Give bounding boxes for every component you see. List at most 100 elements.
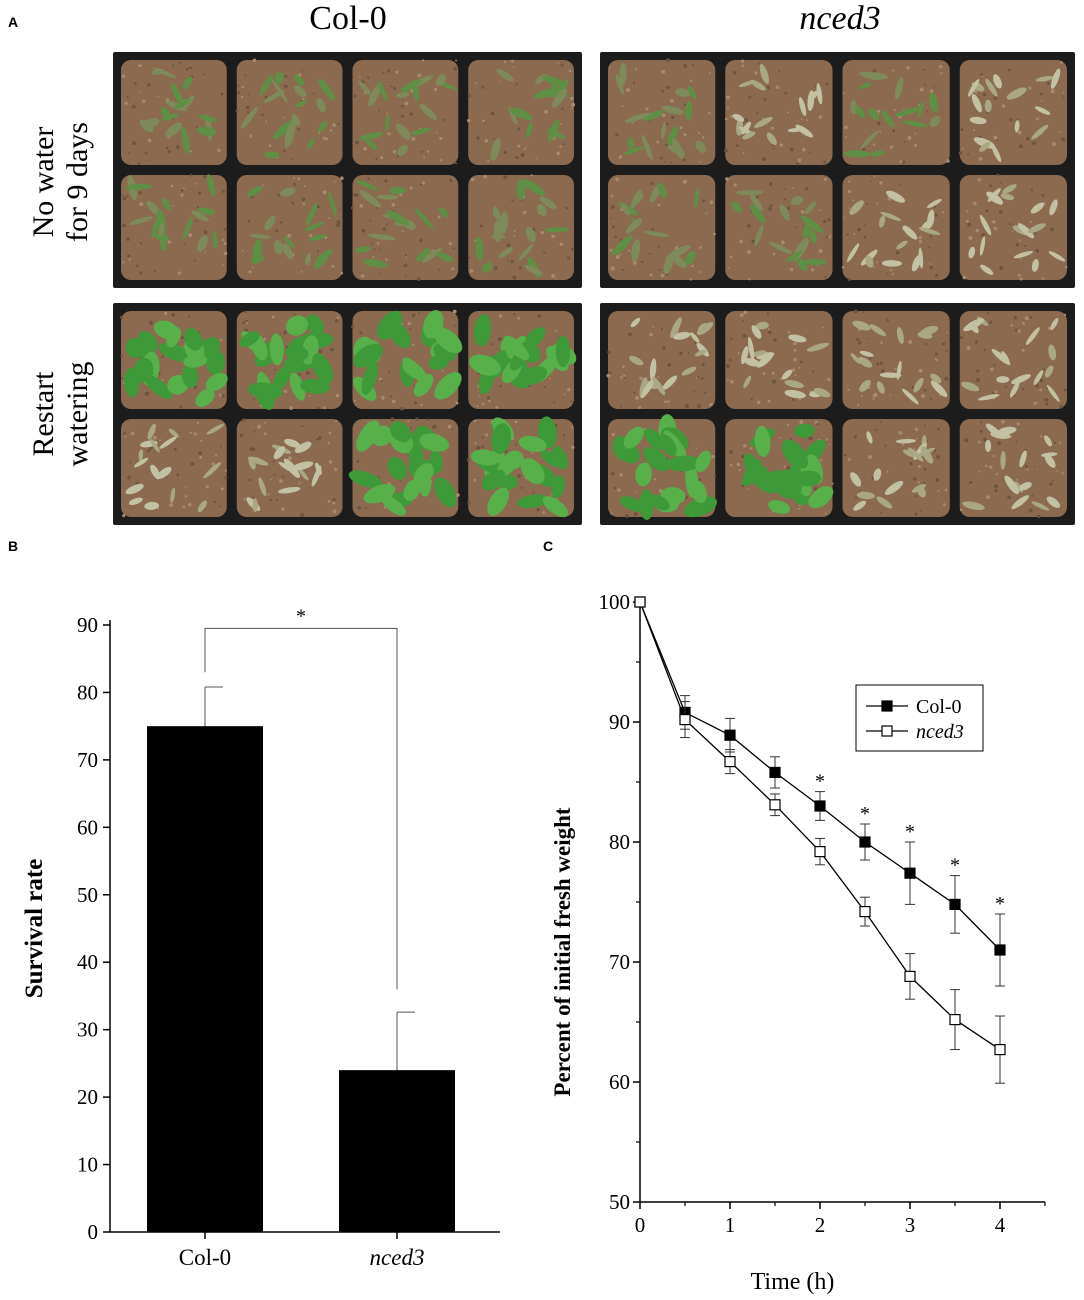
soil-grain: [351, 325, 355, 329]
leaf: [387, 457, 407, 480]
tray-cell: [121, 60, 227, 165]
leaf: [794, 423, 815, 438]
soil-grain: [766, 312, 770, 315]
leaf: [413, 463, 434, 486]
soil-grain: [823, 177, 827, 181]
leaf: [353, 343, 383, 368]
soil-grain: [1050, 89, 1055, 94]
leaf: [868, 108, 880, 121]
leaf: [911, 254, 922, 272]
leaf: [182, 76, 193, 90]
bar-Col-0: [147, 726, 263, 1232]
soil-grain: [402, 230, 405, 233]
leaf: [694, 188, 699, 208]
soil-grain: [171, 204, 174, 207]
leaf: [158, 222, 165, 237]
leaf: [911, 483, 926, 493]
soil-grain: [623, 376, 626, 379]
leaf: [252, 498, 258, 513]
leaf: [667, 126, 679, 146]
soil-grain: [566, 256, 571, 260]
soil-grain: [615, 133, 619, 137]
soil-grain: [995, 472, 999, 476]
leaf: [421, 247, 442, 263]
soil-grain: [336, 223, 340, 228]
leaf: [521, 179, 546, 196]
point-Col-0: [904, 867, 916, 879]
soil-grain: [657, 203, 661, 207]
soil-grain: [267, 493, 271, 496]
soil-grain: [260, 113, 264, 117]
x-tick-label: 1: [725, 1213, 736, 1237]
soil-grain: [353, 94, 357, 98]
tray-cell: [352, 59, 459, 165]
x-tick-label: 3: [905, 1213, 916, 1237]
soil-grain: [454, 162, 457, 165]
leaf: [317, 120, 328, 133]
soil-grain: [128, 258, 132, 261]
soil-grain: [1044, 397, 1049, 402]
soil-grain: [170, 184, 174, 188]
soil-grain: [750, 397, 753, 401]
soil-grain: [929, 89, 934, 93]
soil-grain: [265, 120, 267, 123]
y-tick-label: 80: [609, 830, 630, 854]
soil-grain: [275, 499, 278, 502]
soil-grain: [391, 399, 396, 404]
soil-grain: [181, 189, 184, 192]
leaf: [396, 123, 411, 140]
soil-grain: [385, 223, 388, 226]
leaf: [293, 74, 305, 86]
soil-grain: [506, 243, 511, 247]
soil-grain: [619, 473, 623, 477]
soil-grain: [709, 72, 712, 75]
leaf: [1002, 184, 1017, 194]
soil-grain: [994, 488, 998, 493]
soil-grain: [917, 464, 922, 468]
soil-grain: [282, 149, 286, 153]
soil-grain: [664, 161, 667, 164]
column-label-col0: Col-0: [309, 0, 387, 37]
soil-grain: [571, 107, 573, 110]
soil-grain: [421, 181, 425, 185]
soil-grain: [241, 85, 245, 89]
leaf: [1006, 87, 1027, 100]
soil-grain: [551, 273, 555, 278]
leaf: [896, 240, 908, 250]
leaf: [247, 456, 269, 466]
soil-grain: [620, 375, 623, 379]
soil-grain: [980, 430, 983, 433]
soil-grain: [493, 138, 496, 141]
soil-grain: [704, 391, 707, 395]
leaf: [754, 116, 773, 128]
soil-grain: [237, 84, 240, 87]
soil-grain: [361, 228, 366, 233]
soil-grain: [293, 313, 296, 316]
soil-grain: [220, 92, 224, 96]
soil-grain: [689, 79, 693, 82]
leaf: [184, 328, 203, 351]
soil-grain: [762, 117, 764, 120]
soil-grain: [284, 84, 288, 89]
leaf: [263, 90, 285, 104]
leaf: [318, 78, 335, 101]
soil-grain: [791, 368, 796, 372]
soil-grain: [669, 98, 674, 103]
soil-grain: [823, 160, 826, 164]
soil-grain: [563, 143, 565, 145]
row-label-no-water: No water for 9 days: [27, 67, 95, 297]
soil-grain: [486, 396, 491, 400]
soil-grain: [204, 251, 207, 254]
legend-label-Col-0: Col-0: [916, 696, 962, 718]
leaf: [1013, 251, 1033, 259]
soil-grain: [741, 64, 745, 68]
leaf: [1027, 223, 1046, 234]
leaf: [1001, 351, 1010, 364]
leaf: [662, 375, 678, 390]
leaf: [264, 151, 280, 159]
leaf: [990, 431, 1011, 439]
leaf: [665, 245, 691, 260]
soil-grain: [800, 118, 803, 121]
leaf: [672, 138, 685, 160]
tray-cell: [725, 419, 834, 517]
